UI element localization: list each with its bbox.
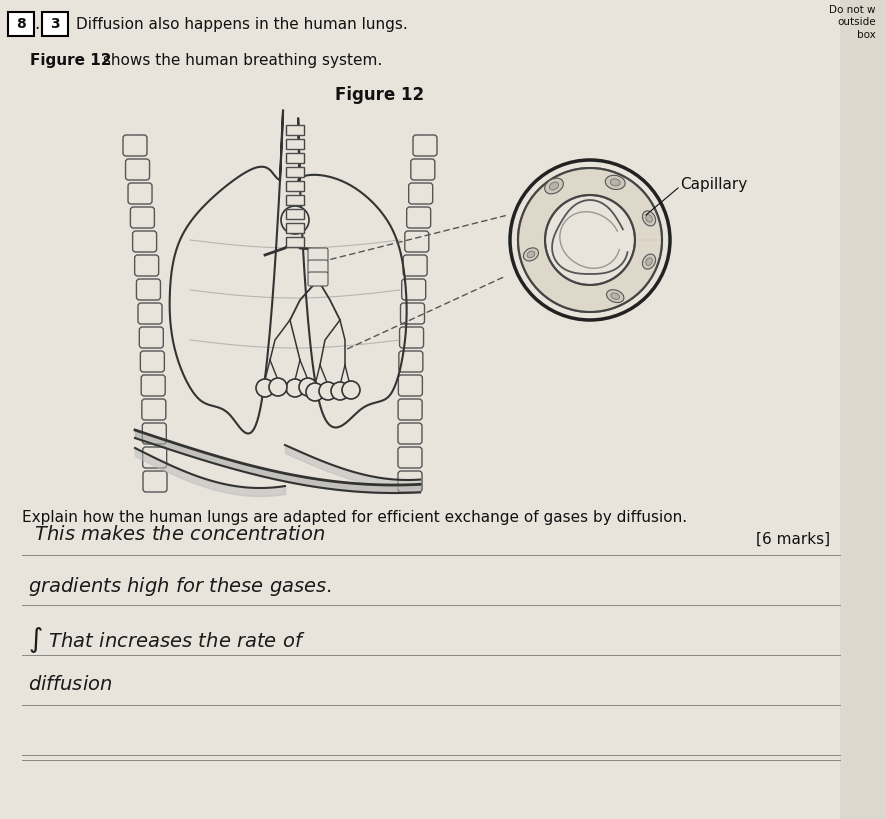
Bar — [286, 153, 304, 163]
Circle shape — [545, 195, 635, 285]
Text: 3: 3 — [51, 17, 60, 31]
FancyBboxPatch shape — [403, 255, 427, 276]
FancyBboxPatch shape — [123, 135, 147, 156]
FancyBboxPatch shape — [308, 272, 328, 286]
FancyBboxPatch shape — [398, 399, 422, 420]
FancyBboxPatch shape — [143, 471, 167, 492]
Ellipse shape — [642, 210, 656, 226]
Bar — [286, 223, 304, 233]
Ellipse shape — [527, 251, 535, 258]
FancyBboxPatch shape — [405, 231, 429, 252]
FancyBboxPatch shape — [399, 351, 423, 372]
Ellipse shape — [646, 258, 652, 265]
Bar — [286, 181, 304, 191]
Circle shape — [281, 206, 309, 234]
FancyBboxPatch shape — [140, 351, 165, 372]
Text: [6 marks]: [6 marks] — [756, 532, 830, 547]
Ellipse shape — [642, 254, 656, 269]
FancyBboxPatch shape — [400, 303, 424, 324]
FancyBboxPatch shape — [126, 159, 150, 180]
Bar — [42, 12, 68, 36]
Bar — [286, 195, 304, 205]
Ellipse shape — [610, 293, 619, 300]
Ellipse shape — [524, 248, 539, 261]
Circle shape — [306, 383, 324, 401]
FancyBboxPatch shape — [408, 183, 432, 204]
Ellipse shape — [646, 215, 652, 222]
Text: .: . — [35, 15, 40, 33]
FancyBboxPatch shape — [398, 447, 422, 468]
Circle shape — [342, 381, 360, 399]
Bar — [286, 209, 304, 219]
FancyBboxPatch shape — [308, 248, 328, 262]
FancyBboxPatch shape — [133, 231, 157, 252]
Bar — [286, 139, 304, 149]
Circle shape — [319, 382, 337, 400]
Ellipse shape — [605, 175, 626, 189]
Text: Do not w
outside
box: Do not w outside box — [829, 5, 876, 40]
Text: Figure 12: Figure 12 — [30, 52, 112, 67]
Polygon shape — [518, 168, 662, 312]
Ellipse shape — [610, 179, 620, 186]
FancyBboxPatch shape — [141, 375, 165, 396]
Circle shape — [331, 382, 349, 400]
Bar — [286, 167, 304, 177]
FancyBboxPatch shape — [143, 423, 167, 444]
Text: $\mathit{diffusion}$: $\mathit{diffusion}$ — [28, 675, 113, 694]
FancyBboxPatch shape — [135, 255, 159, 276]
Text: Capillary: Capillary — [680, 178, 747, 192]
FancyBboxPatch shape — [398, 471, 422, 492]
Circle shape — [286, 379, 304, 397]
FancyBboxPatch shape — [139, 327, 163, 348]
Bar — [286, 125, 304, 135]
Ellipse shape — [545, 179, 563, 194]
Text: Diffusion also happens in the human lungs.: Diffusion also happens in the human lung… — [76, 16, 408, 31]
Circle shape — [269, 378, 287, 396]
Bar — [8, 12, 34, 36]
FancyBboxPatch shape — [136, 279, 160, 300]
FancyBboxPatch shape — [399, 375, 423, 396]
FancyBboxPatch shape — [142, 399, 166, 420]
FancyBboxPatch shape — [413, 135, 437, 156]
Circle shape — [510, 160, 670, 320]
Text: shows the human breathing system.: shows the human breathing system. — [98, 52, 382, 67]
Text: 8: 8 — [16, 17, 26, 31]
FancyBboxPatch shape — [138, 303, 162, 324]
FancyBboxPatch shape — [130, 207, 154, 228]
Text: $\mathit{\ This\ makes\ the\ concentration}$: $\mathit{\ This\ makes\ the\ concentrati… — [28, 525, 325, 544]
Ellipse shape — [607, 290, 624, 302]
FancyBboxPatch shape — [143, 447, 167, 468]
FancyBboxPatch shape — [411, 159, 435, 180]
FancyBboxPatch shape — [128, 183, 152, 204]
Bar — [286, 237, 304, 247]
Circle shape — [256, 379, 274, 397]
Text: Explain how the human lungs are adapted for efficient exchange of gases by diffu: Explain how the human lungs are adapted … — [22, 510, 688, 525]
FancyBboxPatch shape — [308, 260, 328, 274]
FancyBboxPatch shape — [398, 423, 422, 444]
FancyBboxPatch shape — [407, 207, 431, 228]
Circle shape — [299, 378, 317, 396]
Text: Figure 12: Figure 12 — [336, 86, 424, 104]
FancyBboxPatch shape — [400, 327, 424, 348]
FancyBboxPatch shape — [401, 279, 425, 300]
Text: $\mathit{\int\ That\ increases\ the\ rate\ of\ }$: $\mathit{\int\ That\ increases\ the\ rat… — [28, 625, 306, 655]
Text: $\mathit{gradients\ high\ for\ these\ gases.}$: $\mathit{gradients\ high\ for\ these\ ga… — [28, 575, 332, 598]
Ellipse shape — [549, 182, 559, 190]
